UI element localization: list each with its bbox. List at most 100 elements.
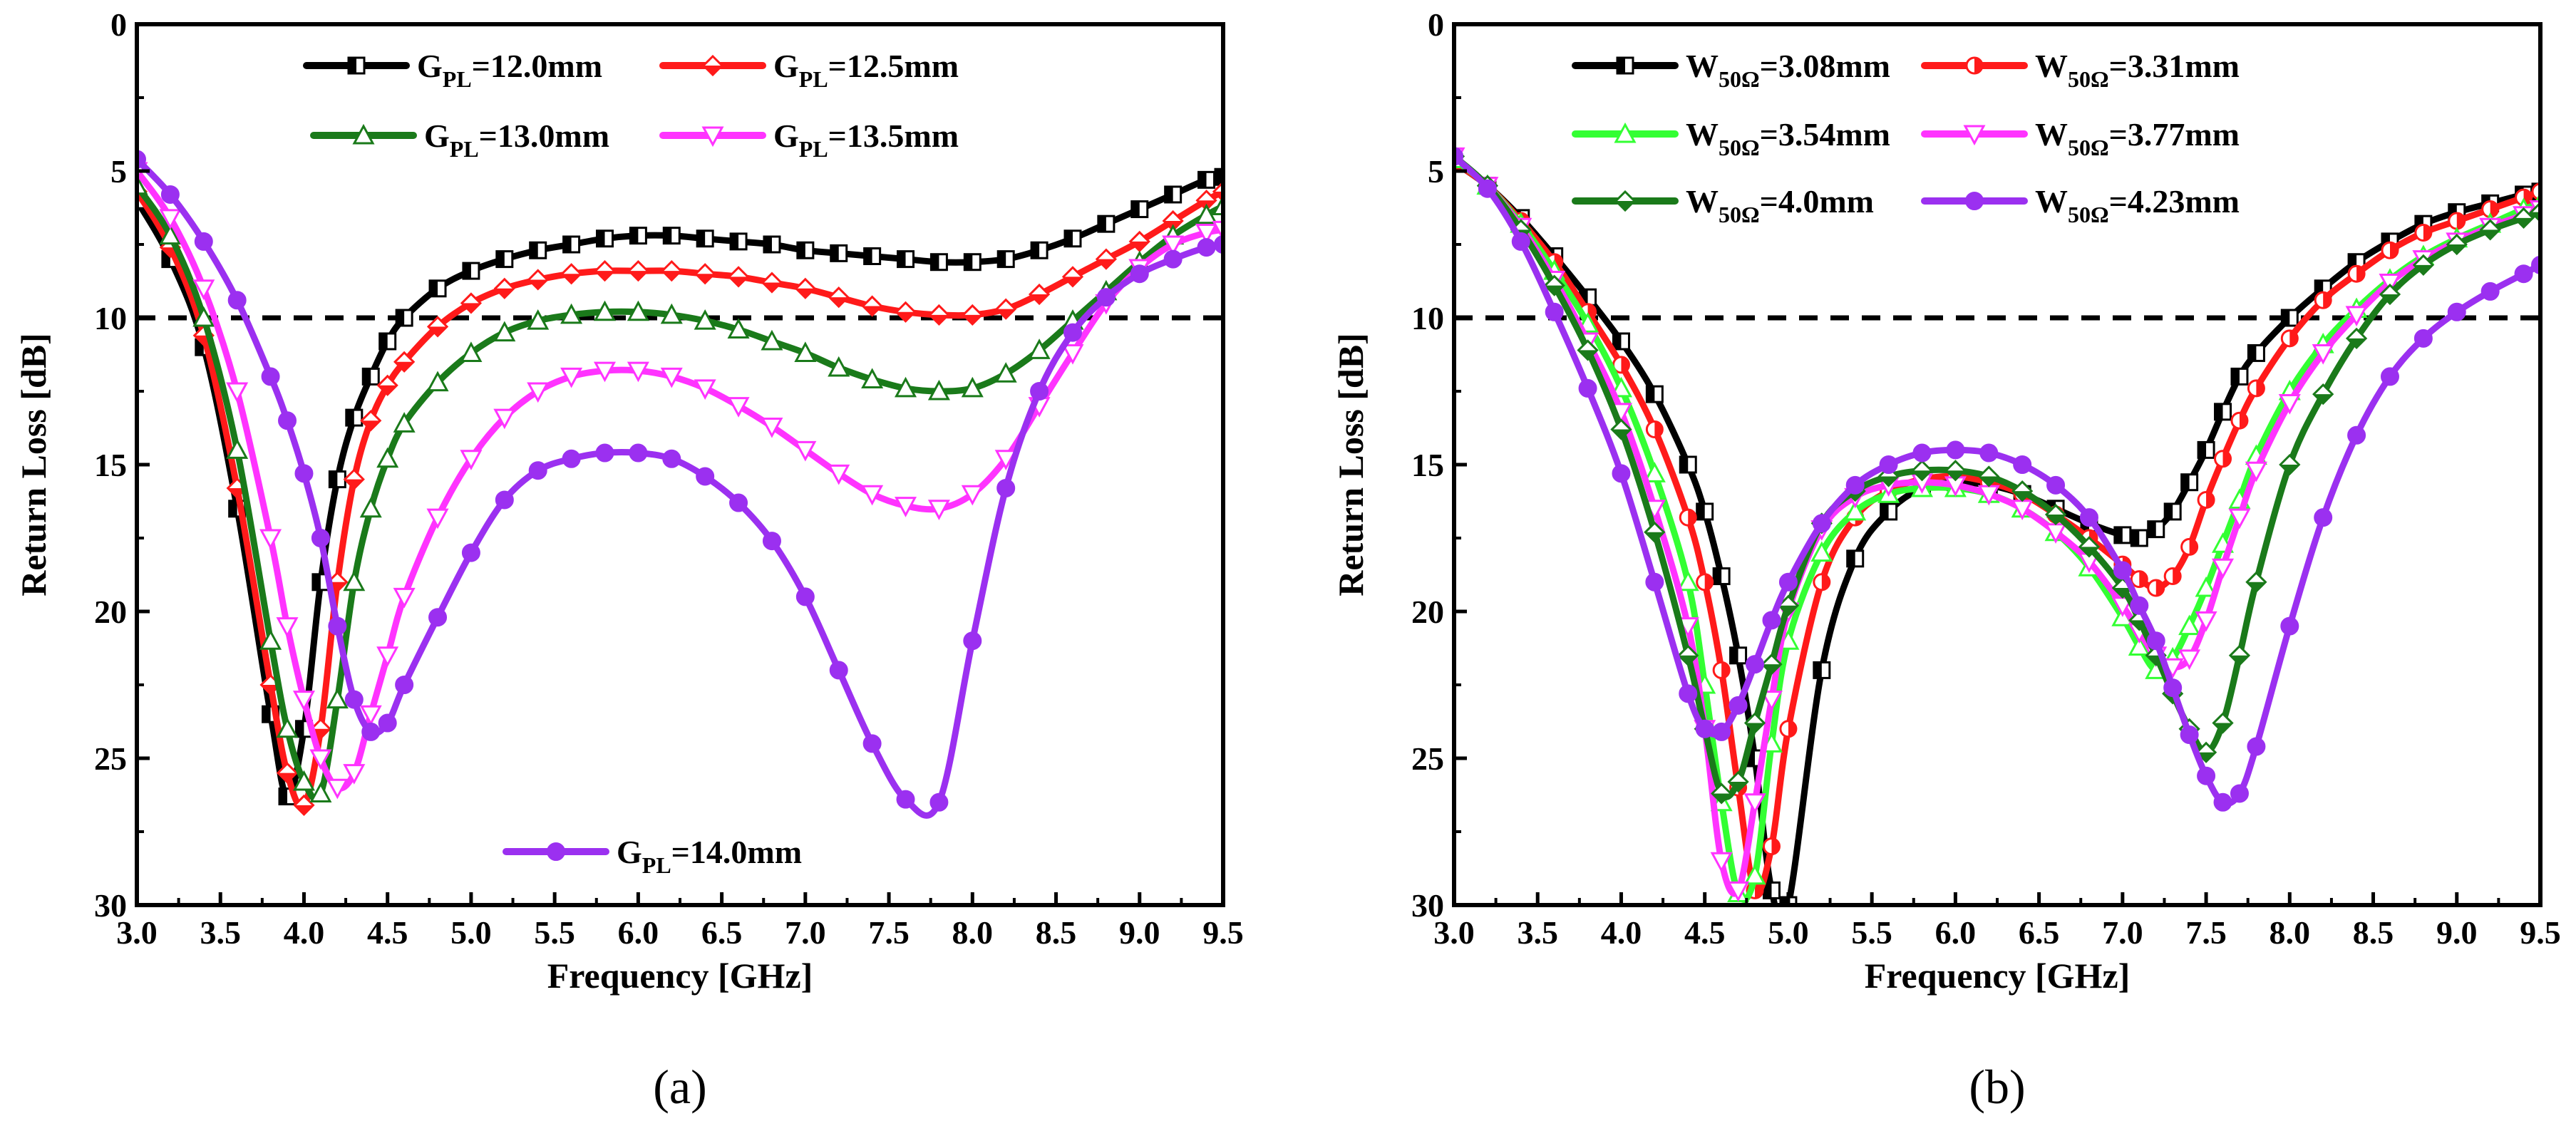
data-point-s6-16: [1845, 475, 1865, 495]
x-tick-label: 3.0: [1433, 914, 1475, 951]
data-point-s2-34: [2314, 291, 2332, 309]
data-point-s4-12: [376, 646, 399, 667]
y-tick-label: 25: [1411, 740, 1444, 777]
data-point-s3-38: [1212, 195, 1223, 215]
x-axis-title: Frequency [GHz]: [547, 956, 813, 996]
data-point-s5-7: [1644, 521, 1666, 543]
data-point-s2-7: [293, 794, 315, 817]
legend-marker-1: [1616, 56, 1634, 75]
data-point-s1-23: [729, 232, 748, 251]
x-tick-label: 3.5: [200, 914, 241, 951]
data-point-s4-18: [560, 367, 583, 388]
x-tick-label: 6.5: [2019, 914, 2060, 951]
x-tick-label: 6.0: [1935, 914, 1977, 951]
data-point-s6-6: [1612, 464, 1631, 483]
legend-label-5: GPL=14.0mm: [617, 834, 802, 878]
data-point-s6-25: [2130, 596, 2149, 615]
data-point-s3-7: [292, 770, 315, 791]
data-point-s5-4: [227, 291, 247, 310]
legend-entry-2: GPL=12.5mm: [659, 48, 959, 92]
data-point-s1-17: [1880, 502, 1898, 521]
data-point-s2-6: [276, 762, 299, 784]
data-point-s2-33: [2280, 329, 2299, 348]
data-point-s5-16: [495, 490, 514, 510]
data-point-s1-11: [361, 367, 380, 386]
data-point-s5-14: [1777, 594, 1800, 616]
data-point-s5-38: [2446, 233, 2468, 256]
data-point-s5-2: [160, 185, 180, 204]
y-tick-label: 0: [1428, 6, 1444, 43]
data-point-s2-29: [2197, 490, 2215, 509]
data-point-s1-31: [2230, 367, 2249, 386]
data-point-s4-4: [226, 382, 249, 403]
data-point-s1-26: [2147, 520, 2165, 539]
x-tick-label: 3.0: [116, 914, 158, 951]
data-point-s3-15: [460, 341, 483, 362]
x-tick-label: 8.5: [1036, 914, 1077, 951]
data-point-s4-11: [1727, 881, 1750, 902]
data-point-s3-13: [393, 412, 416, 433]
data-point-s2-22: [694, 263, 716, 285]
x-tick-label: 5.0: [450, 914, 492, 951]
data-point-s3-20: [627, 300, 649, 321]
legend-marker-4: [701, 126, 724, 148]
data-point-s5-28: [896, 790, 915, 809]
data-point-s6-21: [2013, 455, 2032, 474]
data-point-s2-38: [2448, 212, 2466, 230]
data-point-s4-22: [694, 379, 716, 401]
data-point-s3-14: [426, 371, 449, 392]
data-point-s6-2: [1478, 179, 1497, 198]
y-tick-label: 10: [94, 300, 127, 336]
data-point-s6-27: [2163, 678, 2183, 698]
data-point-s1-17: [529, 241, 547, 259]
data-point-s5-18: [562, 449, 581, 468]
data-point-s4-21: [660, 367, 683, 388]
data-point-s2-23: [727, 266, 750, 288]
data-point-s2-30: [2214, 450, 2232, 468]
data-point-s2-34: [1095, 248, 1117, 270]
data-point-s5-10: [344, 690, 364, 709]
data-point-s2-27: [2163, 567, 2182, 586]
data-point-s2-7: [1645, 420, 1664, 439]
data-point-s4-23: [727, 397, 750, 418]
data-point-s5-31: [2228, 644, 2251, 666]
data-point-s6-23: [2079, 508, 2098, 527]
data-point-s4-34: [2312, 343, 2334, 365]
data-point-s2-15: [1813, 573, 1831, 592]
data-point-s3-10: [343, 570, 366, 592]
data-point-s2-25: [794, 277, 816, 299]
legend-label-6: W50Ω=4.23mm: [2035, 183, 2240, 227]
data-point-s3-23: [727, 318, 750, 339]
data-point-s2-14: [426, 316, 449, 338]
x-tick-label: 3.5: [1517, 914, 1558, 951]
x-tick-label: 7.5: [868, 914, 910, 951]
data-point-s5-5: [261, 367, 280, 386]
data-point-s5-6: [278, 411, 297, 430]
data-point-s1-20: [629, 227, 647, 245]
data-point-s5-8: [1677, 644, 1699, 666]
data-point-s5-10: [1711, 782, 1733, 805]
legend-entry-1: W50Ω=3.08mm: [1572, 48, 1890, 92]
data-point-s3-16: [1844, 500, 1867, 521]
data-point-s4-25: [794, 440, 817, 462]
data-point-s1-21: [662, 227, 681, 245]
series-line-5: [137, 156, 1223, 819]
data-point-s2-27: [861, 295, 883, 317]
data-point-s6-26: [2146, 631, 2165, 651]
data-point-s6-38: [2447, 302, 2466, 321]
legend-label-2: GPL=12.5mm: [773, 48, 959, 92]
data-point-s3-6: [1609, 376, 1632, 398]
legend-marker-2: [1965, 56, 1984, 75]
data-point-s5-19: [1944, 460, 1967, 482]
y-tick-label: 0: [110, 6, 127, 43]
data-point-s2-14: [1779, 720, 1798, 738]
data-point-s4-3: [192, 279, 215, 300]
data-point-s2-25: [2130, 570, 2148, 589]
data-point-s6-11: [1729, 696, 1748, 715]
x-tick-label: 5.0: [1768, 914, 1809, 951]
data-point-s1-36: [1164, 185, 1183, 204]
data-point-s5-5: [1577, 339, 1599, 361]
data-point-s2-30: [962, 304, 984, 326]
x-tick-label: 5.5: [534, 914, 575, 951]
